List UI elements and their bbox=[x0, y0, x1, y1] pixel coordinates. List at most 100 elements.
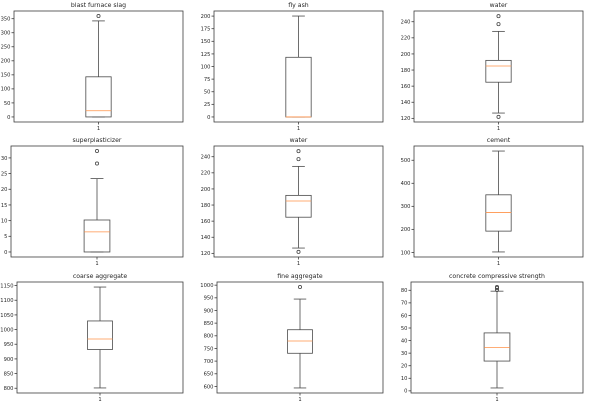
y-tick-label: 125 bbox=[201, 52, 211, 58]
outlier-point bbox=[495, 284, 500, 289]
subplot-1-blast-furnace-slag: blast furnace slag 0 50 100 150 200 250 300 350 1 bbox=[0, 0, 200, 135]
y-tick-label: 500 bbox=[401, 158, 411, 164]
iqr-box bbox=[285, 195, 312, 218]
boxplot-svg: water 120 140 160 180 200 220 240 1 bbox=[201, 137, 384, 268]
y-tick-label: 200 bbox=[201, 14, 211, 20]
outlier-point bbox=[496, 14, 501, 19]
x-tick-label: 1 bbox=[98, 397, 101, 403]
subplot-title: water bbox=[290, 137, 308, 144]
subplot-5-water: water 120 140 160 180 200 220 240 1 bbox=[200, 135, 400, 270]
iqr-box bbox=[483, 332, 511, 362]
y-tick-label: 20 bbox=[401, 363, 408, 369]
y-tick-label: 240 bbox=[401, 20, 411, 26]
subplot-title: concrete compressive strength bbox=[449, 273, 545, 280]
y-tick-label: 800 bbox=[204, 333, 214, 339]
y-tick-label: 850 bbox=[204, 321, 214, 327]
y-tick-label: 25 bbox=[204, 102, 211, 108]
y-tick-label: 240 bbox=[201, 155, 211, 161]
x-tick-label: 1 bbox=[298, 397, 301, 403]
y-tick-label: 400 bbox=[401, 181, 411, 187]
subplot-title: fly ash bbox=[288, 2, 309, 9]
y-tick-label: 30 bbox=[1, 156, 8, 162]
y-tick-label: 175 bbox=[201, 27, 211, 33]
y-tick-label: 10 bbox=[1, 219, 8, 225]
y-tick-label: 300 bbox=[1, 31, 11, 37]
y-tick-label: 15 bbox=[1, 203, 8, 209]
y-tick-label: 0 bbox=[404, 388, 407, 394]
boxplot-svg: water 120 140 160 180 200 220 240 1 bbox=[401, 2, 584, 132]
subplot-2-fly-ash: fly ash 0 25 50 75 100 125 150 175 200 1 bbox=[200, 0, 400, 135]
outlier-point bbox=[298, 284, 302, 289]
subplot-title: water bbox=[490, 2, 508, 9]
iqr-box bbox=[485, 59, 512, 83]
subplot-title: cement bbox=[487, 137, 511, 144]
y-tick-label: 220 bbox=[201, 171, 211, 177]
y-tick-label: 250 bbox=[1, 45, 11, 51]
boxplot-svg: concrete compressive strength 0 10 20 30 40 50… bbox=[401, 273, 584, 403]
y-tick-label: 40 bbox=[401, 338, 408, 344]
y-tick-label: 120 bbox=[401, 116, 411, 122]
y-tick-label: 1150 bbox=[0, 283, 13, 289]
x-tick-label: 1 bbox=[95, 262, 98, 268]
iqr-box bbox=[285, 56, 312, 118]
y-tick-label: 50 bbox=[204, 90, 211, 96]
y-tick-label: 150 bbox=[201, 39, 211, 45]
y-tick-label: 650 bbox=[204, 371, 214, 377]
y-tick-label: 220 bbox=[401, 36, 411, 42]
subplot-4-superplasticizer: superplasticizer 0 5 10 15 20 25 30 1 bbox=[0, 135, 200, 270]
y-tick-label: 5 bbox=[4, 234, 7, 240]
outlier-point bbox=[96, 14, 101, 19]
outlier-point bbox=[496, 114, 501, 119]
outlier-point bbox=[296, 149, 301, 154]
iqr-box bbox=[83, 219, 111, 253]
y-tick-label: 100 bbox=[201, 64, 211, 70]
x-tick-label: 1 bbox=[297, 126, 300, 132]
boxplot-svg: fly ash 0 25 50 75 100 125 150 175 200 1 bbox=[201, 2, 384, 132]
x-tick-label: 1 bbox=[497, 262, 500, 268]
y-tick-label: 75 bbox=[204, 77, 211, 83]
y-tick-label: 160 bbox=[401, 84, 411, 90]
y-tick-label: 900 bbox=[4, 356, 14, 362]
subplot-title: blast furnace slag bbox=[71, 2, 126, 9]
y-tick-label: 30 bbox=[401, 351, 408, 357]
x-tick-label: 1 bbox=[297, 262, 300, 268]
y-tick-label: 900 bbox=[204, 308, 214, 314]
y-tick-label: 70 bbox=[401, 300, 408, 306]
y-tick-label: 150 bbox=[1, 73, 11, 79]
y-tick-label: 120 bbox=[201, 252, 211, 258]
outlier-point bbox=[296, 157, 301, 162]
y-tick-label: 200 bbox=[401, 228, 411, 234]
y-tick-label: 0 bbox=[4, 250, 7, 256]
y-tick-label: 850 bbox=[4, 371, 14, 377]
outlier-point bbox=[496, 22, 501, 27]
subplot-title: coarse aggregate bbox=[73, 273, 128, 280]
subplot-8-fine-aggregate: fine aggregate 600 650 700 750 800 850 900 950 10… bbox=[200, 271, 400, 406]
boxplot-svg: coarse aggregate 800 850 900 950 1000 1050 1100… bbox=[0, 273, 184, 403]
y-tick-label: 200 bbox=[201, 187, 211, 193]
y-tick-label: 350 bbox=[1, 17, 11, 23]
y-tick-label: 50 bbox=[4, 101, 11, 107]
y-tick-label: 80 bbox=[401, 288, 408, 294]
y-tick-label: 160 bbox=[201, 219, 211, 225]
y-tick-label: 1050 bbox=[0, 312, 13, 318]
boxplot-svg: cement 100 200 300 400 500 1 bbox=[401, 137, 584, 268]
y-tick-label: 950 bbox=[4, 342, 14, 348]
y-tick-label: 200 bbox=[401, 52, 411, 58]
y-tick-label: 10 bbox=[401, 376, 408, 382]
y-tick-label: 100 bbox=[401, 251, 411, 257]
y-tick-label: 600 bbox=[204, 384, 214, 390]
y-tick-label: 60 bbox=[401, 313, 408, 319]
y-tick-label: 800 bbox=[4, 386, 14, 392]
iqr-box bbox=[85, 76, 112, 118]
outlier-point bbox=[95, 161, 100, 166]
y-tick-label: 0 bbox=[7, 115, 10, 121]
y-tick-label: 180 bbox=[401, 68, 411, 74]
boxplot-svg: superplasticizer 0 5 10 15 20 25 30 1 bbox=[1, 137, 184, 268]
y-tick-label: 300 bbox=[401, 205, 411, 211]
subplot-6-cement: cement 100 200 300 400 500 1 bbox=[400, 135, 600, 270]
y-tick-label: 1100 bbox=[0, 298, 13, 304]
subplot-3-water: water 120 140 160 180 200 220 240 1 bbox=[400, 0, 600, 135]
y-tick-label: 140 bbox=[401, 100, 411, 106]
subplot-7-coarse-aggregate: coarse aggregate 800 850 900 950 1000 1050 1100… bbox=[0, 271, 200, 406]
